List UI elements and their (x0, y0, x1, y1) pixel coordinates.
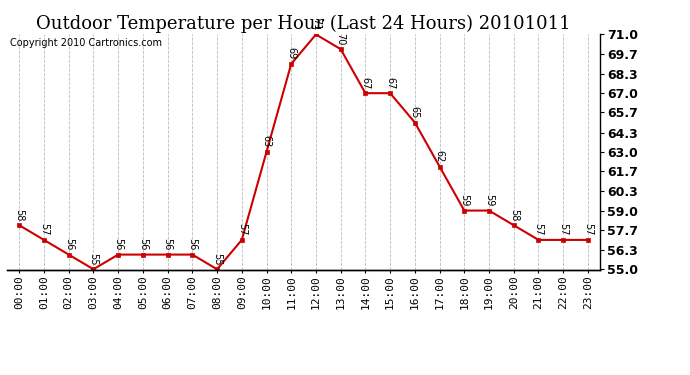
Text: 57: 57 (533, 223, 544, 236)
Text: Copyright 2010 Cartronics.com: Copyright 2010 Cartronics.com (10, 39, 162, 48)
Text: 62: 62 (435, 150, 444, 162)
Text: 58: 58 (509, 209, 519, 221)
Text: Outdoor Temperature per Hour (Last 24 Hours) 20101011: Outdoor Temperature per Hour (Last 24 Ho… (37, 15, 571, 33)
Text: 57: 57 (558, 223, 568, 236)
Text: 55: 55 (88, 253, 99, 265)
Text: 56: 56 (188, 238, 197, 250)
Text: 58: 58 (14, 209, 24, 221)
Text: 65: 65 (410, 106, 420, 118)
Text: 57: 57 (39, 223, 49, 236)
Text: 57: 57 (583, 223, 593, 236)
Text: 71: 71 (311, 18, 321, 30)
Text: 56: 56 (138, 238, 148, 250)
Text: 67: 67 (360, 76, 371, 89)
Text: 56: 56 (163, 238, 172, 250)
Text: 55: 55 (212, 253, 222, 265)
Text: 69: 69 (286, 47, 296, 60)
Text: 56: 56 (63, 238, 74, 250)
Text: 56: 56 (113, 238, 123, 250)
Text: 57: 57 (237, 223, 247, 236)
Text: 59: 59 (484, 194, 494, 206)
Text: 63: 63 (262, 135, 271, 148)
Text: 67: 67 (385, 76, 395, 89)
Text: 59: 59 (460, 194, 469, 206)
Text: 70: 70 (336, 33, 346, 45)
